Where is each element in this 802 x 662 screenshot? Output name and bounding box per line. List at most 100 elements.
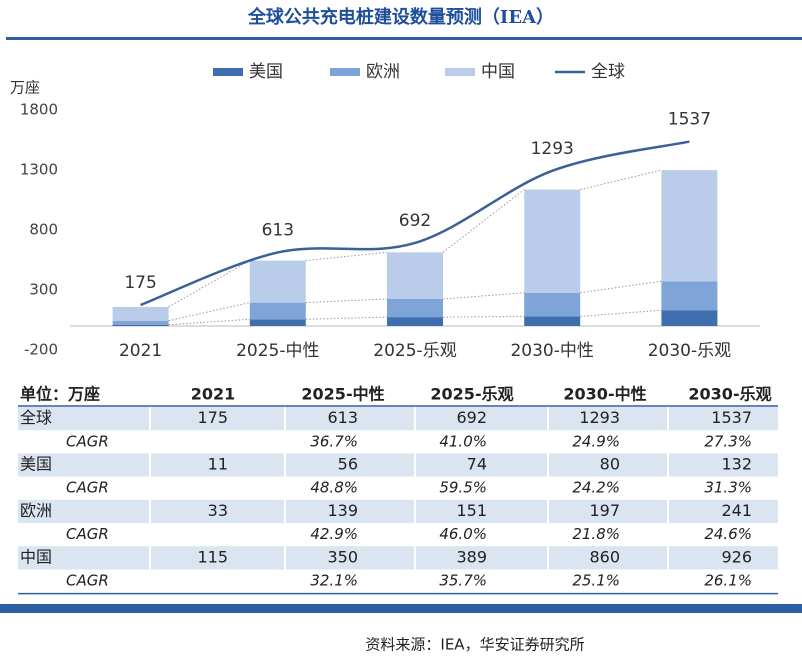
x-tick-label: 2021 [119, 341, 162, 361]
connector [580, 169, 662, 191]
table-cell: 27.3% [704, 432, 752, 450]
row-label: CAGR [66, 572, 109, 590]
bar-segment [524, 292, 581, 317]
legend-label: 中国 [481, 62, 515, 82]
y-tick-label: 800 [29, 221, 58, 239]
x-tick-label: 2025-中性 [236, 341, 319, 361]
x-tick-label: 2025-乐观 [373, 341, 456, 361]
table-cell: 132 [721, 455, 752, 474]
connector [580, 280, 662, 294]
table-header: 2030-中性 [563, 385, 646, 404]
table-cell: 31.3% [704, 479, 752, 497]
table-cell: 692 [456, 408, 487, 427]
table-cell: 26.1% [704, 572, 752, 590]
table-cell: 80 [600, 455, 620, 474]
table-cell: 74 [467, 455, 487, 474]
connector [442, 315, 525, 318]
legend-label: 全球 [591, 62, 625, 82]
table-cell: 32.1% [310, 572, 358, 590]
bar-segment [661, 281, 718, 311]
bar-segment [112, 324, 169, 326]
legend-swatch [330, 68, 360, 76]
table-header: 2025-中性 [301, 385, 384, 404]
table-cell: 1537 [711, 408, 752, 427]
table-cell: 25.1% [572, 572, 620, 590]
x-tick-label: 2030-乐观 [648, 341, 731, 361]
row-label: 全球 [20, 408, 52, 427]
bar-segment [387, 317, 443, 326]
y-axis-label: 万座 [10, 79, 40, 97]
row-band [18, 453, 778, 477]
total-line [140, 140, 690, 307]
row-label: CAGR [66, 479, 109, 497]
connector [580, 309, 662, 317]
bar-segment [249, 302, 306, 320]
table-cell: 24.6% [704, 525, 752, 543]
table-cell: 197 [589, 501, 620, 520]
row-label: 中国 [20, 547, 52, 566]
table-cell: 48.8% [310, 479, 358, 497]
title-rule [6, 37, 802, 40]
bar-segment [524, 316, 581, 326]
x-tick-label: 2030-中性 [510, 341, 593, 361]
row-label: 欧洲 [20, 501, 52, 520]
table-header: 2025-乐观 [430, 385, 513, 404]
table-header: 2021 [191, 385, 236, 404]
connector [168, 260, 251, 308]
table-cell: 860 [589, 547, 620, 566]
data-label: 692 [399, 211, 431, 231]
y-tick-label: 1800 [20, 101, 58, 119]
bar-segment [661, 170, 718, 282]
data-label: 1537 [668, 110, 711, 130]
legend-swatch [445, 68, 475, 76]
source: 资料来源：IEA，华安证券研究所 [365, 636, 584, 654]
table-header: 单位：万座 [20, 385, 100, 404]
table-cell: 42.9% [310, 525, 358, 543]
table-cell: 175 [197, 408, 228, 427]
table-cell: 35.7% [439, 572, 487, 590]
legend-swatch [213, 68, 243, 76]
bar-segment [112, 320, 169, 325]
bar-segment [661, 310, 718, 326]
table-cell: 46.0% [439, 525, 487, 543]
table-cell: 151 [456, 501, 487, 520]
y-tick-label: 300 [29, 281, 58, 299]
connector [305, 298, 388, 304]
data-label: 613 [262, 220, 294, 240]
table-cell: 613 [327, 408, 358, 427]
y-tick-label: -200 [24, 341, 58, 359]
footer-bar [0, 604, 802, 613]
table-cell: 41.0% [439, 432, 487, 450]
row-label: CAGR [66, 525, 109, 543]
bar-segment [249, 319, 306, 326]
table-cell: 59.5% [439, 479, 487, 497]
bar-segment [387, 252, 443, 299]
table-cell: 241 [721, 501, 752, 520]
row-label: CAGR [66, 432, 109, 450]
table-cell: 115 [197, 547, 228, 566]
table-cell: 33 [208, 501, 228, 520]
table-cell: 24.2% [572, 479, 620, 497]
data-label: 1293 [531, 139, 574, 159]
connector [305, 251, 388, 262]
row-band [18, 499, 778, 523]
legend-label: 欧洲 [366, 62, 400, 82]
connector [442, 189, 525, 253]
row-band [18, 407, 778, 431]
connector [305, 316, 388, 320]
table-cell: 11 [208, 455, 228, 474]
table-cell: 24.9% [572, 432, 620, 450]
connector [168, 318, 250, 326]
bar-segment [249, 260, 306, 303]
legend-label: 美国 [249, 62, 283, 82]
row-band [18, 546, 778, 570]
chart-title: 全球公共充电桩建设数量预测（IEA） [247, 6, 554, 28]
row-label: 美国 [20, 455, 52, 474]
table-cell: 56 [338, 455, 358, 474]
table-cell: 36.7% [310, 432, 358, 450]
connector [168, 302, 250, 322]
connector [442, 292, 525, 300]
bar-segment [387, 299, 443, 318]
table-cell: 350 [327, 547, 358, 566]
